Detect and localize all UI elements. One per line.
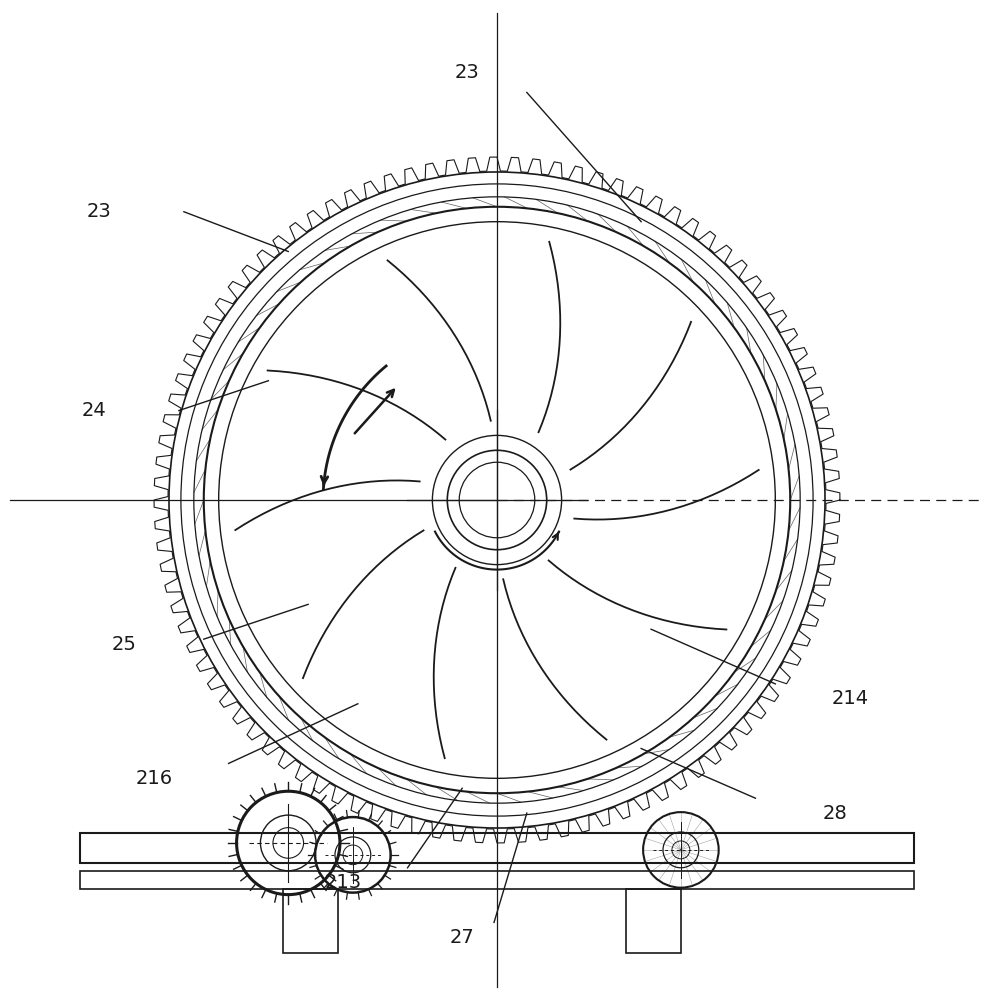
Text: 213: 213 bbox=[324, 873, 362, 892]
Text: 28: 28 bbox=[823, 804, 847, 823]
Bar bbox=[80, 833, 914, 863]
Bar bbox=[283, 889, 338, 953]
Text: 23: 23 bbox=[87, 202, 111, 221]
Text: 27: 27 bbox=[450, 928, 474, 947]
Text: 23: 23 bbox=[455, 63, 479, 82]
Bar bbox=[626, 889, 681, 953]
Bar bbox=[80, 871, 914, 889]
Text: 214: 214 bbox=[831, 689, 869, 708]
Text: 216: 216 bbox=[135, 769, 173, 788]
Text: 25: 25 bbox=[111, 635, 137, 654]
Text: 24: 24 bbox=[83, 401, 106, 420]
